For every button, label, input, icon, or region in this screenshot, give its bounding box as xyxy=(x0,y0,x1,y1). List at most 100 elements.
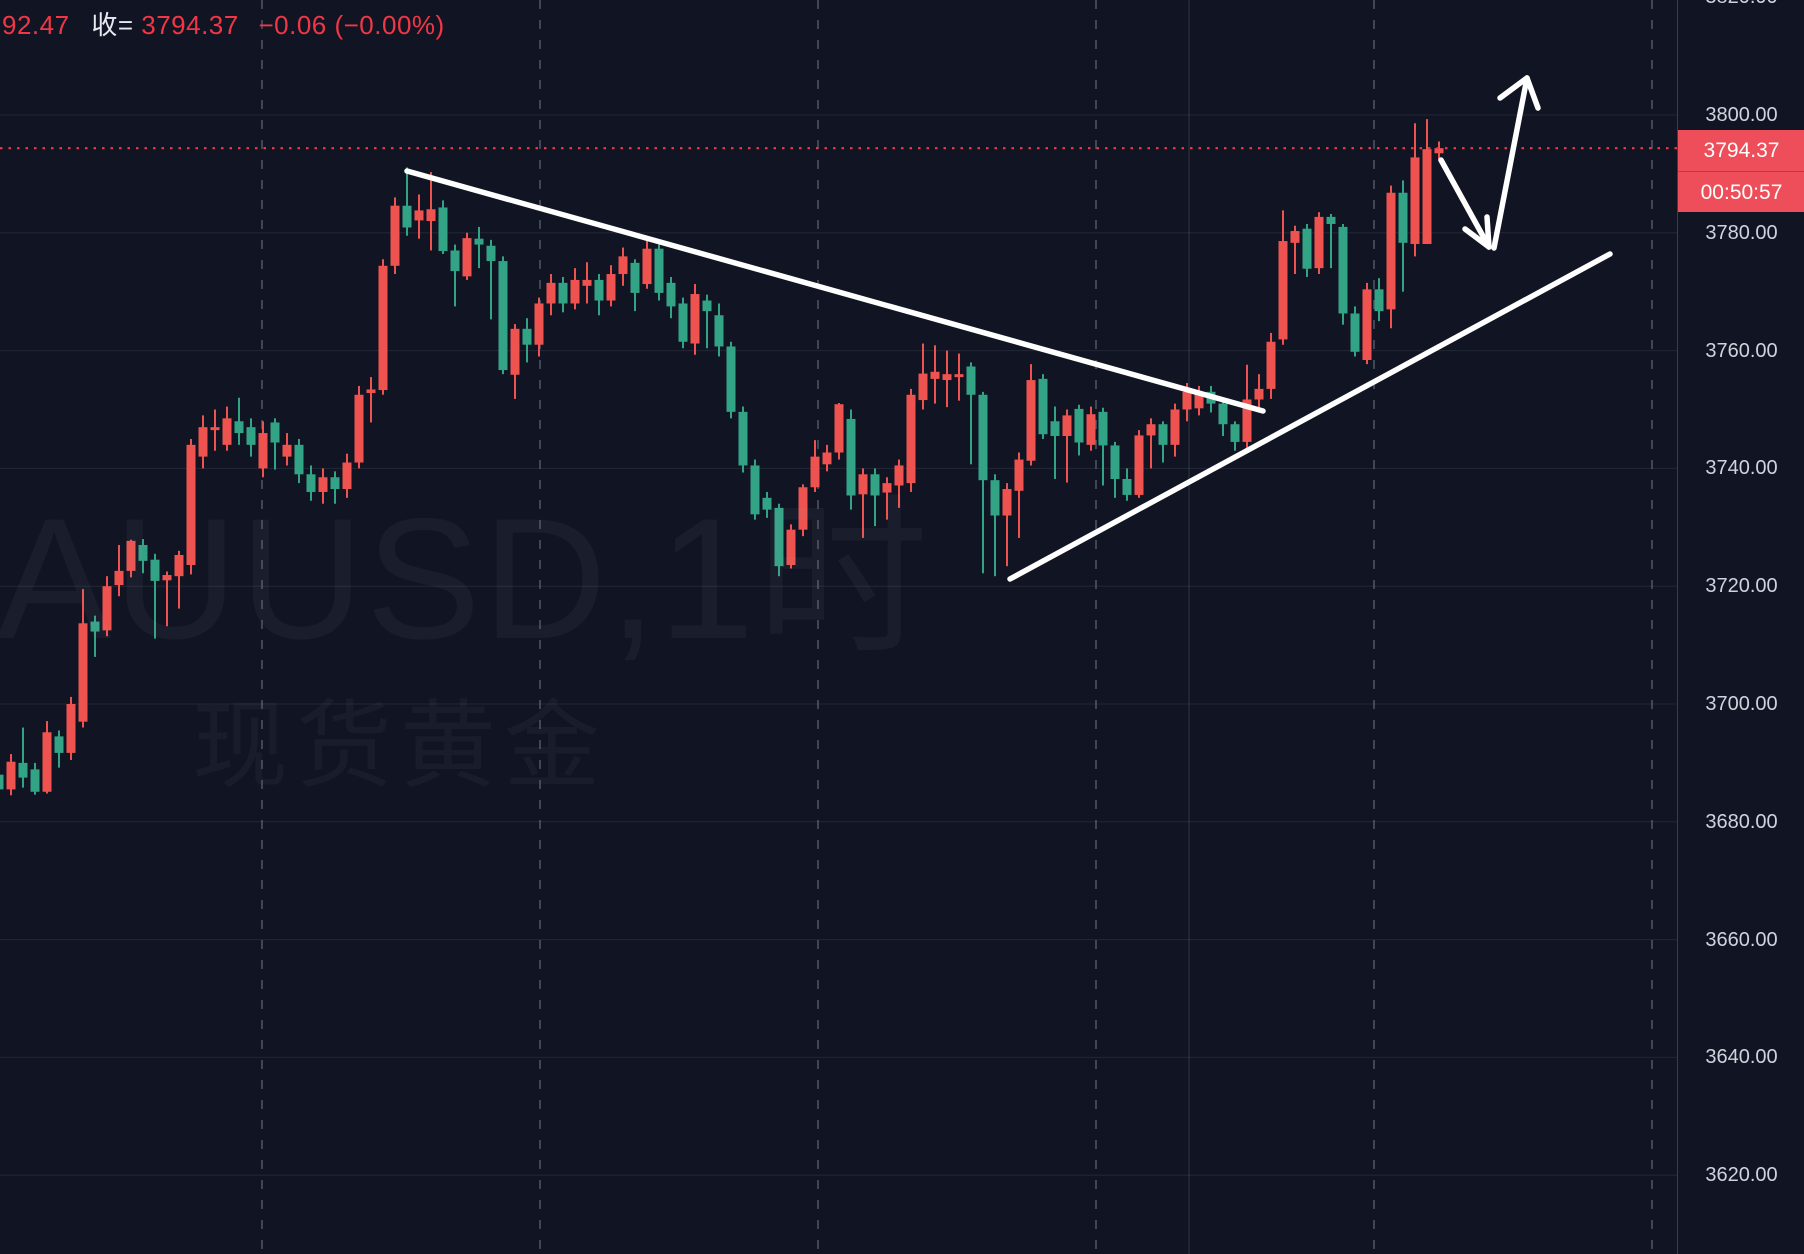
candle-body xyxy=(426,209,436,222)
chart-pane[interactable] xyxy=(0,0,1677,1254)
candle-body xyxy=(306,474,316,492)
price-tick-label: 3780.00 xyxy=(1705,221,1778,244)
candle-body xyxy=(246,427,256,445)
candle-body xyxy=(1134,435,1144,495)
candle-body xyxy=(1026,380,1036,461)
candle-body xyxy=(114,570,124,586)
price-tick-label: 3720.00 xyxy=(1705,575,1778,598)
candle-body xyxy=(222,418,232,445)
candle-body xyxy=(342,462,352,490)
session-separator-lines xyxy=(261,0,1653,1254)
candle-body xyxy=(942,374,952,381)
candle-body xyxy=(414,210,424,221)
candle-body xyxy=(786,529,796,565)
candle-body xyxy=(258,433,268,469)
candle-body xyxy=(558,282,568,304)
candle-body xyxy=(1098,411,1108,446)
candle-body xyxy=(1410,157,1420,244)
candle-body xyxy=(738,411,748,466)
candle-body xyxy=(210,427,220,431)
trendline-ascending-support[interactable] xyxy=(1007,251,1613,582)
candle-body xyxy=(810,456,820,488)
candle-body xyxy=(1350,313,1360,352)
candle-body xyxy=(1194,394,1204,409)
candle-body xyxy=(702,300,712,312)
arrow-projection-down[interactable] xyxy=(1438,157,1492,250)
candle-body xyxy=(1302,228,1312,269)
candle-body xyxy=(762,497,772,510)
candle-body xyxy=(1062,415,1072,437)
candle-body xyxy=(1038,378,1048,435)
candle-body xyxy=(78,623,88,722)
candle-body xyxy=(906,394,916,484)
candle-body xyxy=(930,371,940,379)
price-tick-label: 3700.00 xyxy=(1705,693,1778,715)
watermark-subtitle: 现货黄金 xyxy=(192,693,608,800)
candle-body xyxy=(510,328,520,375)
candle-body xyxy=(102,586,112,631)
candle-body xyxy=(834,404,844,453)
candlestick-series xyxy=(0,119,1444,796)
candle-body xyxy=(1002,489,1012,516)
candle-body xyxy=(1338,226,1348,314)
candle-body xyxy=(474,238,484,245)
candle-body xyxy=(1170,409,1180,445)
candle-body xyxy=(66,704,76,753)
last-price-value: 3794.37 xyxy=(1678,130,1804,172)
candle-body xyxy=(594,279,604,301)
candle-body xyxy=(1146,424,1156,436)
candle-body xyxy=(318,477,328,492)
candle-body xyxy=(1074,408,1084,443)
candle-body xyxy=(1230,424,1240,442)
candle-body xyxy=(174,554,184,577)
ohlc-legend: 92.47 收= 3794.37 −0.06 (−0.00%) xyxy=(2,5,445,42)
candle-body xyxy=(462,238,472,277)
candle-body xyxy=(354,394,364,463)
price-tick-label: 3760.00 xyxy=(1705,339,1778,362)
candle-body xyxy=(618,256,628,275)
candle-body xyxy=(6,761,16,790)
candle-body xyxy=(18,762,28,778)
candle-body xyxy=(882,483,892,493)
candle-body xyxy=(402,205,412,228)
legend-close-value: 3794.37 xyxy=(141,10,239,40)
candle-body xyxy=(1182,391,1192,410)
candle-body xyxy=(822,452,832,465)
candle-body xyxy=(1362,289,1372,361)
candle-body xyxy=(1242,399,1252,442)
candle-body xyxy=(630,262,640,293)
candle-body xyxy=(570,279,580,304)
candle-body xyxy=(546,282,556,304)
legend-low-value: 92.47 xyxy=(2,10,70,40)
candle-body xyxy=(750,465,760,515)
candle-body xyxy=(1086,414,1096,445)
candle-body xyxy=(582,279,592,286)
candle-body xyxy=(678,303,688,342)
candle-body xyxy=(366,389,376,394)
watermark-symbol: XAUUSD,1时 xyxy=(0,483,931,675)
candle-body xyxy=(978,394,988,481)
candle-body xyxy=(498,261,508,371)
candle-body xyxy=(150,559,160,581)
candle-body xyxy=(1314,216,1324,269)
candle-body xyxy=(966,366,976,395)
candle-body xyxy=(270,422,280,443)
candle-body xyxy=(714,315,724,347)
trendline-descending-resistance[interactable] xyxy=(404,168,1266,414)
price-tick-label: 3620.00 xyxy=(1705,1164,1778,1187)
candle-body xyxy=(774,507,784,567)
legend-change: −0.06 (−0.00%) xyxy=(258,10,445,40)
candle-body xyxy=(642,248,652,285)
candle-body xyxy=(486,245,496,262)
price-tick-label: 3800.00 xyxy=(1705,104,1778,126)
bar-countdown-timer: 00:50:57 xyxy=(1700,181,1783,204)
candle-body xyxy=(30,769,40,792)
price-tick-label: 3640.00 xyxy=(1705,1046,1778,1069)
price-axis[interactable]: 3820.00 3800.00 3780.00 3760.00 3740.00 3720.… xyxy=(1677,0,1804,1254)
arrow-projection-up[interactable] xyxy=(1491,75,1541,251)
candle-body xyxy=(90,621,100,632)
candle-body xyxy=(1398,192,1408,243)
candle-body xyxy=(846,418,856,496)
